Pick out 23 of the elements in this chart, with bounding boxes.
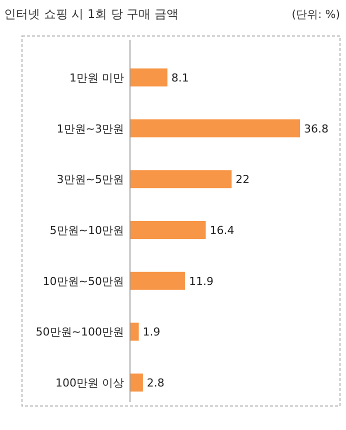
data-label: 1.9 (142, 326, 160, 339)
y-tick-label: 50만원~100만원 (36, 326, 124, 339)
data-label: 36.8 (304, 122, 328, 136)
text: (단위: %) (292, 8, 340, 21)
data-label: 16.4 (210, 224, 234, 237)
y-tick-label: 1만원 미만 (70, 71, 124, 84)
bar (130, 374, 143, 392)
y-tick-label: 5만원~10만원 (50, 224, 124, 237)
data-label: 22 (236, 173, 250, 186)
bar (130, 322, 139, 341)
bar (130, 272, 185, 290)
bar (130, 221, 206, 239)
bar (130, 68, 168, 86)
y-tick-label: 10만원~50만원 (42, 274, 124, 288)
y-tick-label: 1만원~3만원 (56, 122, 124, 136)
data-label: 8.1 (171, 71, 189, 84)
bar (130, 170, 232, 188)
bar (130, 119, 300, 138)
chart-title: 인터넷 쇼핑 시 1회 당 구매 금액 (4, 7, 179, 21)
data-label: 2.8 (146, 376, 164, 390)
y-tick-label: 3만원~5만원 (56, 173, 124, 186)
data-label: 11.9 (188, 274, 214, 288)
y-tick-label: 100만원 이상 (56, 376, 124, 390)
